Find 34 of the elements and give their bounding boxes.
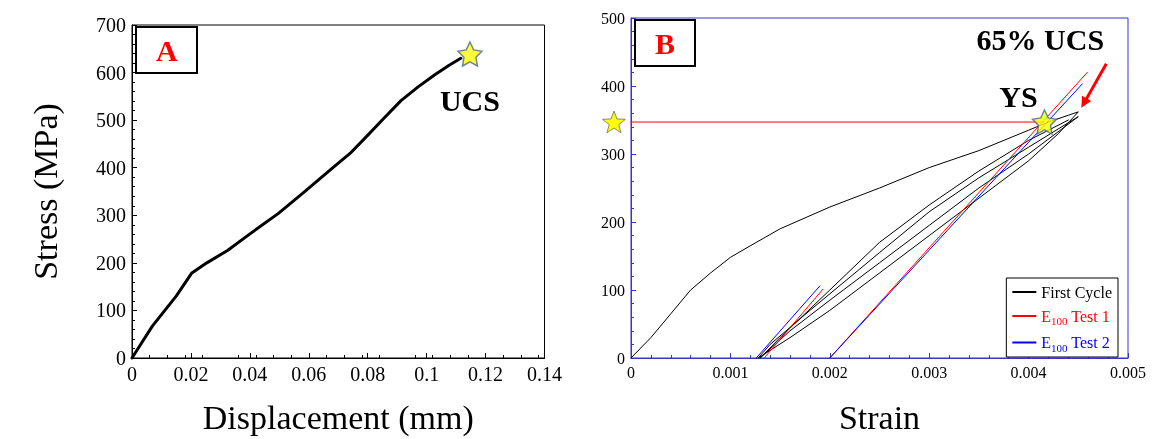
x-tick-label: 0.001 bbox=[712, 363, 749, 381]
y-tick-label: 600 bbox=[96, 61, 126, 84]
x-axis-title: Displacement (mm) bbox=[202, 398, 474, 437]
y-axis-title: Stress (MPa) bbox=[26, 103, 65, 280]
x-tick-label: 0.06 bbox=[291, 363, 327, 385]
chart-title: A bbox=[156, 33, 178, 67]
y-tick-label: 400 bbox=[96, 156, 126, 179]
x-tick-label: 0.004 bbox=[1010, 363, 1047, 381]
x-tick-label: 0.002 bbox=[811, 363, 848, 381]
x-tick-label: 0.08 bbox=[350, 363, 386, 385]
y-tick-label: 200 bbox=[601, 213, 625, 231]
x-tick-label: 0.005 bbox=[1110, 363, 1146, 381]
annotation: UCS bbox=[439, 83, 500, 117]
annotation: 65% UCS bbox=[976, 23, 1105, 57]
x-tick-label: 0.02 bbox=[173, 363, 209, 385]
y-tick-label: 0 bbox=[617, 349, 625, 367]
x-axis-title: Strain bbox=[838, 398, 921, 436]
x-tick-label: 0.04 bbox=[232, 363, 268, 385]
x-tick-label: 0.14 bbox=[527, 363, 562, 385]
y-tick-label: 300 bbox=[601, 145, 625, 163]
legend-label: First Cycle bbox=[1041, 283, 1113, 302]
chart-title: B bbox=[655, 26, 676, 60]
x-tick-label: 0.12 bbox=[468, 363, 504, 385]
y-tick-label: 100 bbox=[96, 299, 126, 322]
y-tick-label: 500 bbox=[601, 9, 625, 27]
y-tick-label: 500 bbox=[96, 109, 126, 132]
y-tick-label: 400 bbox=[601, 77, 625, 95]
y-tick-label: 700 bbox=[96, 14, 126, 36]
y-tick-label: 100 bbox=[601, 281, 625, 299]
x-tick-label: 0.1 bbox=[414, 363, 440, 385]
x-tick-label: 0.003 bbox=[911, 363, 948, 381]
y-tick-label: 200 bbox=[96, 251, 126, 274]
y-tick-label: 300 bbox=[96, 204, 126, 227]
annotation: YS bbox=[999, 79, 1038, 113]
